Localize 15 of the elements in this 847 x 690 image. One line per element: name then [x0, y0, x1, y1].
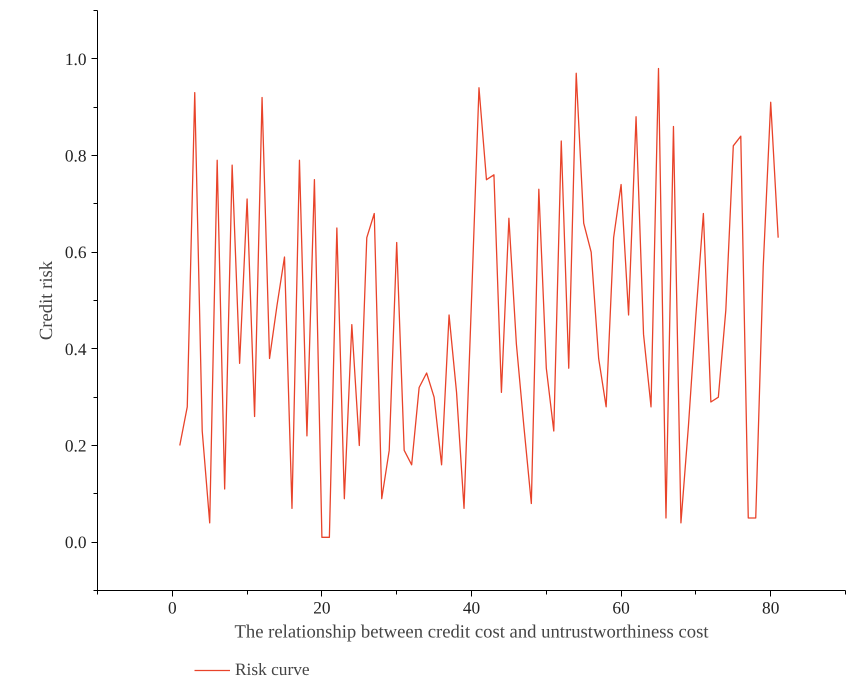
- x-axis-title: The relationship between credit cost and untrustworthiness cost: [234, 622, 710, 642]
- x-tick-label: 20: [313, 598, 331, 618]
- y-tick-label: 0.4: [64, 340, 87, 359]
- y-tick-label: 1.0: [64, 50, 87, 69]
- x-tick-label: 60: [612, 598, 630, 618]
- line-series: [179, 68, 779, 538]
- y-tick-label: 0.6: [64, 243, 87, 262]
- x-tick-label: 0: [168, 598, 177, 618]
- y-axis-title: Credit risk: [36, 260, 57, 340]
- y-tick-label: 0.2: [64, 436, 87, 456]
- legend-label: Risk curve: [235, 660, 310, 680]
- x-tick-label: 40: [462, 598, 480, 618]
- x-tick-label: 80: [762, 598, 780, 618]
- y-tick-label: 0.8: [64, 146, 87, 166]
- y-tick-label: 0.0: [64, 533, 87, 552]
